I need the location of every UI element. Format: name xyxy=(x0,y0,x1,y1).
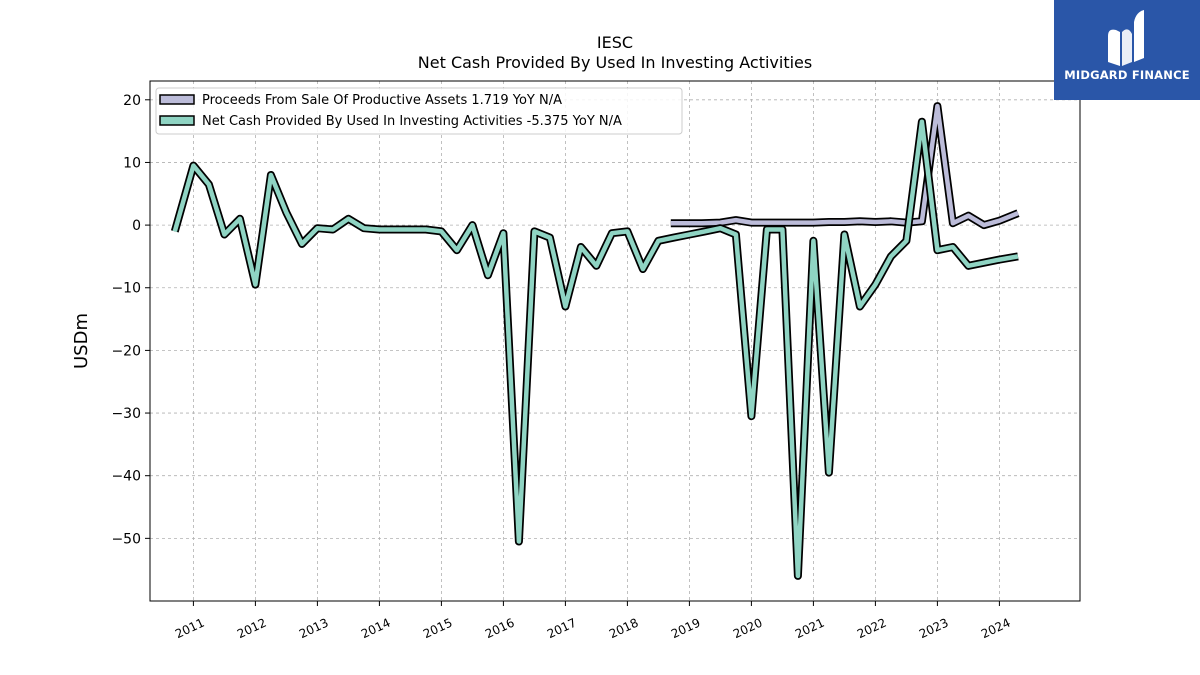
x-tick-label: 2011 xyxy=(173,616,207,642)
legend-label-net-cash: Net Cash Provided By Used In Investing A… xyxy=(202,114,622,129)
series-outline-proceeds xyxy=(670,102,1020,230)
x-tick-label: 2014 xyxy=(359,616,393,642)
y-tick-label: 10 xyxy=(123,155,141,171)
x-tick-label: 2017 xyxy=(545,616,579,642)
x-tick-label: 2015 xyxy=(421,616,455,642)
y-tick-label: −10 xyxy=(111,281,141,297)
x-tick-label: 2023 xyxy=(917,616,951,642)
x-tick-label: 2018 xyxy=(607,616,641,642)
logo-text: MIDGARD FINANCE xyxy=(1064,68,1190,82)
midgard-finance-logo: MIDGARD FINANCE xyxy=(1054,0,1200,100)
legend-swatch-net-cash xyxy=(159,115,195,126)
x-axis: 2011 2012 2013 2014 2015 2016 2017 2018 2019 2020… xyxy=(173,601,1013,641)
legend-swatch-proceeds xyxy=(159,94,195,105)
y-tick-label: −30 xyxy=(111,406,141,422)
y-tick-label: −50 xyxy=(111,531,141,547)
x-tick-label: 2024 xyxy=(979,616,1013,642)
series-outline-net-cash xyxy=(170,117,1019,580)
chart-title: IESC xyxy=(597,33,633,52)
plot-frame xyxy=(149,80,1081,602)
y-axis-label: USDm xyxy=(71,313,92,369)
chart-subtitle: Net Cash Provided By Used In Investing A… xyxy=(418,53,812,72)
x-tick-label: 2022 xyxy=(855,616,889,642)
x-tick-label: 2012 xyxy=(235,616,269,642)
x-tick-label: 2019 xyxy=(669,616,703,642)
legend: Proceeds From Sale Of Productive Assets … xyxy=(155,87,683,135)
grid xyxy=(150,81,1080,601)
legend-box xyxy=(155,87,683,135)
y-tick-label: 20 xyxy=(123,93,141,109)
x-tick-label: 2013 xyxy=(297,616,331,642)
legend-label-proceeds: Proceeds From Sale Of Productive Assets … xyxy=(202,93,562,108)
series-line-proceeds xyxy=(670,103,1019,228)
x-tick-label: 2021 xyxy=(793,616,827,642)
logo-mark-icon xyxy=(1108,10,1144,67)
y-axis: 20 10 0 −10 −20 −30 −40 −50 xyxy=(111,93,150,547)
y-tick-label: −40 xyxy=(111,469,141,485)
x-tick-label: 2020 xyxy=(731,616,765,642)
y-tick-label: −20 xyxy=(111,343,141,359)
series-layer xyxy=(170,102,1020,580)
series-line-net-cash xyxy=(172,119,1019,579)
x-tick-label: 2016 xyxy=(483,616,517,642)
y-tick-label: 0 xyxy=(132,218,141,234)
